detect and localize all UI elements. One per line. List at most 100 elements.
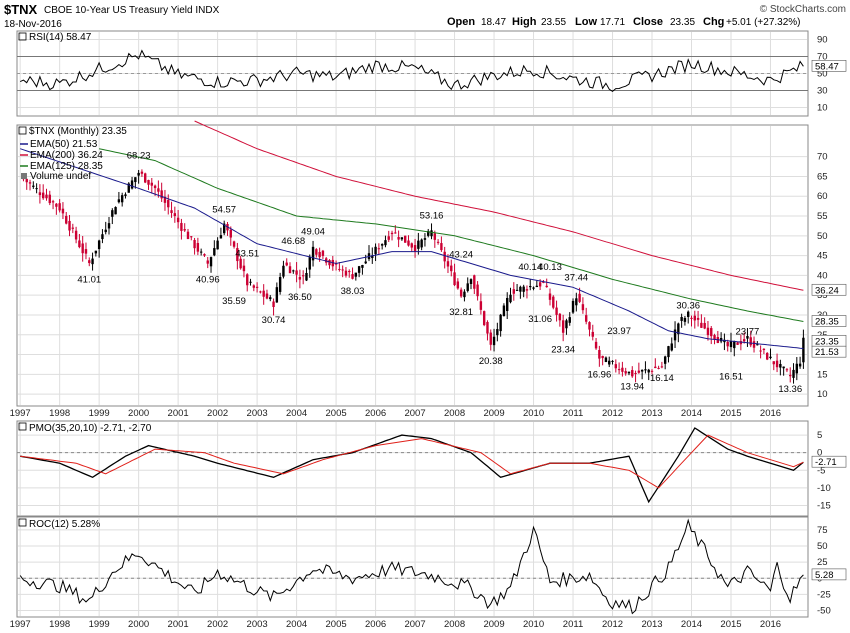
price-bar-body xyxy=(670,343,673,351)
price-bar xyxy=(436,239,440,245)
open-label: Open xyxy=(447,16,475,28)
price-x-tick: 2008 xyxy=(444,408,465,419)
pmo-title: PMO(35,20,10) -2.71, -2.70 xyxy=(18,422,152,434)
price-bar-body xyxy=(561,320,565,333)
price-bar-body xyxy=(647,369,650,373)
price-bar-body xyxy=(88,260,91,264)
price-bar xyxy=(647,368,650,381)
price-bar-body xyxy=(144,173,147,183)
price-y-tick: 55 xyxy=(817,211,828,222)
price-bar-body xyxy=(509,294,512,303)
price-bar-body xyxy=(535,285,539,288)
price-bar-body xyxy=(608,360,611,365)
roc-panel xyxy=(16,516,809,618)
price-bar xyxy=(581,297,585,314)
price-bar-body xyxy=(614,364,618,369)
price-bar-body xyxy=(213,248,216,256)
price-bar xyxy=(68,215,71,237)
price-bar-body xyxy=(581,304,585,311)
price-bar xyxy=(591,324,594,341)
price-bar xyxy=(38,184,42,204)
price-bar xyxy=(35,183,38,194)
price-bar xyxy=(555,300,558,322)
price-bar xyxy=(173,206,177,223)
price-bar-body xyxy=(584,315,588,322)
price-bar xyxy=(269,295,272,302)
legend-ema50: EMA(50) 21.53 xyxy=(30,139,98,150)
rsi-y-tick: 50 xyxy=(817,69,828,80)
price-bar-body xyxy=(397,237,400,240)
rsi-last-tag: 58.47 xyxy=(815,61,839,72)
price-annotation: 68.23 xyxy=(127,151,151,162)
price-bar xyxy=(420,238,423,251)
price-bar-body xyxy=(101,234,104,240)
legend-ema125: EMA(125) 28.35 xyxy=(30,161,103,172)
price-bar-body xyxy=(473,275,476,289)
price-bar-body xyxy=(344,270,348,276)
price-bar-body xyxy=(199,251,203,253)
price-bar-body xyxy=(167,199,170,208)
price-bar-body xyxy=(663,356,667,364)
price-bar-body xyxy=(216,240,219,250)
price-bar-body xyxy=(186,231,190,239)
price-bar-body xyxy=(124,194,127,196)
price-bar-body xyxy=(318,251,321,258)
price-bar xyxy=(588,321,591,337)
price-bar xyxy=(545,278,548,288)
price-bar-body xyxy=(107,223,111,229)
price-bar xyxy=(311,240,315,267)
price-bar xyxy=(640,369,644,380)
price-bar-body xyxy=(45,194,48,199)
price-y-tick: 15 xyxy=(817,369,828,380)
roc-y-tick: -50 xyxy=(817,606,831,617)
price-bar xyxy=(644,361,647,374)
price-bar-body xyxy=(232,241,236,247)
price-bar xyxy=(377,243,381,255)
price-bar-body xyxy=(683,317,687,322)
price-bar-body xyxy=(111,210,114,217)
price-annotation: 38.03 xyxy=(341,286,365,297)
price-bar-body xyxy=(298,277,302,280)
price-bar xyxy=(242,258,246,278)
price-annotation: 16.14 xyxy=(650,373,674,384)
price-bar xyxy=(55,203,58,215)
price-bar-body xyxy=(538,282,542,287)
price-bar xyxy=(265,289,269,300)
price-bar-body xyxy=(427,230,430,236)
price-bar xyxy=(430,223,433,240)
roc-last-tag: 5.28 xyxy=(815,570,834,581)
price-bar-body xyxy=(209,257,213,267)
price-y-tick: 65 xyxy=(817,171,828,182)
price-bar-body xyxy=(229,229,232,238)
price-bar-body xyxy=(726,341,729,347)
price-bar-body xyxy=(285,262,288,266)
price-bar xyxy=(729,332,733,353)
roc-x-tick: 2004 xyxy=(286,619,307,630)
price-bar-body xyxy=(542,281,545,283)
ema200-last-tag: 36.24 xyxy=(815,285,839,296)
price-bar xyxy=(328,259,331,269)
price-bar xyxy=(742,332,746,344)
price-bar-body xyxy=(400,237,404,240)
roc-x-tick: 2011 xyxy=(563,619,583,630)
price-bar xyxy=(341,265,344,278)
price-bar-body xyxy=(183,229,186,231)
price-bar xyxy=(308,254,311,278)
price-bar-body xyxy=(262,290,265,297)
roc-x-tick: 2008 xyxy=(444,619,465,630)
price-bar-body xyxy=(654,366,657,369)
price-bar xyxy=(410,242,413,252)
price-bar xyxy=(608,356,611,368)
price-bar-body xyxy=(693,315,696,321)
price-bar xyxy=(176,209,180,229)
price-bar xyxy=(190,235,193,241)
price-bar xyxy=(275,282,279,303)
price-x-tick: 2005 xyxy=(326,408,347,419)
price-bar xyxy=(81,235,84,262)
price-annotation: 54.57 xyxy=(212,205,236,216)
price-y-tick: 10 xyxy=(817,389,828,400)
price-bar-body xyxy=(775,360,779,368)
price-bar xyxy=(236,242,239,270)
price-annotation: 46.68 xyxy=(281,236,305,247)
